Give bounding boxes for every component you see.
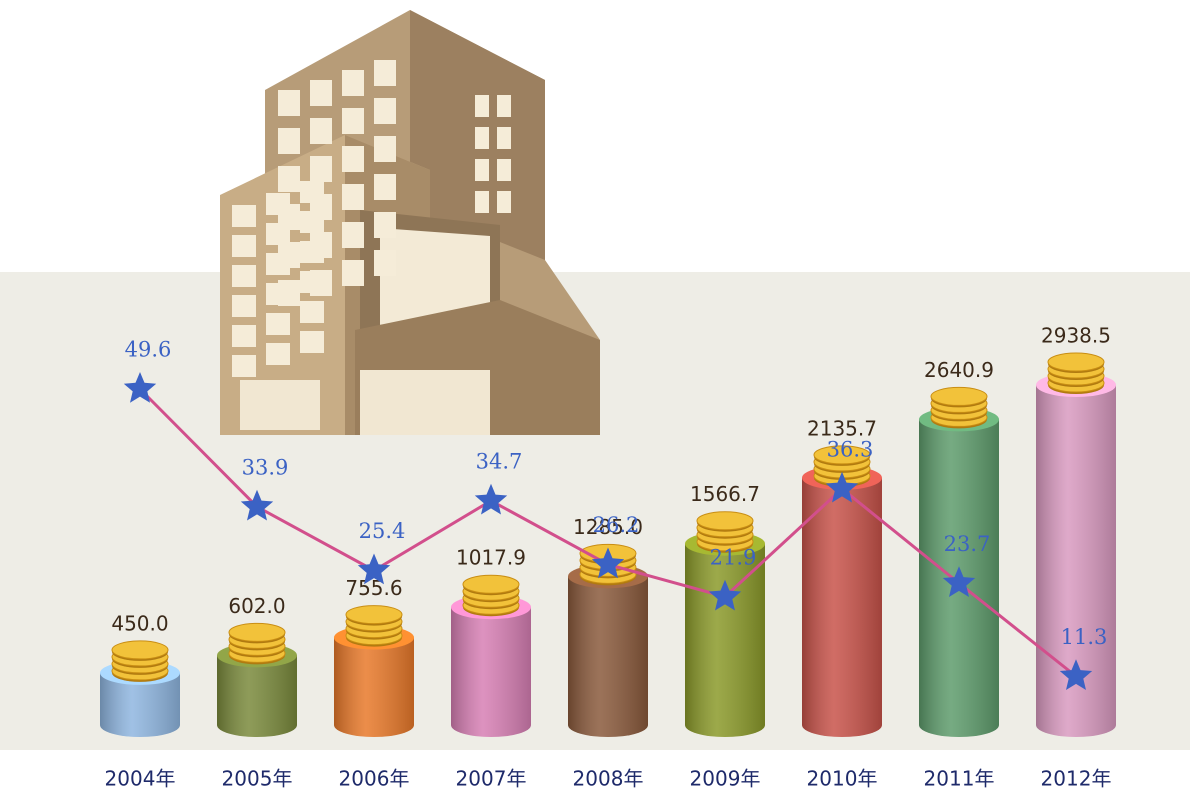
window xyxy=(266,253,290,275)
window xyxy=(300,301,324,323)
window xyxy=(310,80,332,106)
window xyxy=(374,136,396,162)
window xyxy=(310,118,332,144)
window xyxy=(497,159,511,181)
window xyxy=(475,159,489,181)
window xyxy=(232,355,256,377)
window xyxy=(266,283,290,305)
window xyxy=(232,265,256,287)
window xyxy=(342,108,364,134)
window xyxy=(300,331,324,353)
coin xyxy=(697,512,753,530)
window xyxy=(232,325,256,347)
value-label: 755.6 xyxy=(345,576,402,600)
window xyxy=(310,156,332,182)
bar-shade xyxy=(451,607,531,737)
value-label: 1017.9 xyxy=(456,546,526,570)
window xyxy=(342,260,364,286)
window xyxy=(374,212,396,238)
bar-shade xyxy=(568,576,648,737)
x-tick-label: 2007年 xyxy=(456,767,527,791)
x-tick-label: 2009年 xyxy=(690,767,761,791)
line-value-label: 33.9 xyxy=(242,455,289,479)
coin xyxy=(346,606,402,624)
value-label: 1566.7 xyxy=(690,482,760,506)
x-tick-label: 2011年 xyxy=(924,767,995,791)
window xyxy=(374,174,396,200)
bar-shade xyxy=(1036,385,1116,737)
window xyxy=(374,250,396,276)
window xyxy=(232,235,256,257)
bar-shade xyxy=(802,478,882,737)
window xyxy=(342,184,364,210)
window xyxy=(342,146,364,172)
value-label: 602.0 xyxy=(228,594,285,618)
bar-shade xyxy=(334,638,414,737)
window xyxy=(475,95,489,117)
line-value-label: 21.9 xyxy=(710,545,757,569)
window xyxy=(232,205,256,227)
line-value-label: 11.3 xyxy=(1061,625,1108,649)
window xyxy=(278,90,300,116)
value-label: 2640.9 xyxy=(924,358,994,382)
x-tick-label: 2010年 xyxy=(807,767,878,791)
coin xyxy=(931,387,987,405)
window xyxy=(342,222,364,248)
window xyxy=(342,70,364,96)
cylinder xyxy=(451,575,531,737)
bar-shade xyxy=(217,655,297,737)
window xyxy=(300,211,324,233)
window xyxy=(300,271,324,293)
coin xyxy=(229,623,285,641)
window xyxy=(497,127,511,149)
line-value-label: 23.7 xyxy=(944,532,991,556)
line-value-label: 36.3 xyxy=(827,437,874,461)
window xyxy=(475,191,489,213)
cylinder xyxy=(217,623,297,737)
window xyxy=(374,60,396,86)
window xyxy=(232,295,256,317)
window xyxy=(300,181,324,203)
window xyxy=(266,313,290,335)
x-tick-label: 2005年 xyxy=(222,767,293,791)
window xyxy=(278,166,300,192)
line-value-label: 49.6 xyxy=(125,338,172,362)
window xyxy=(374,98,396,124)
cylinder xyxy=(100,641,180,737)
window xyxy=(475,127,489,149)
coin xyxy=(463,575,519,593)
window xyxy=(497,191,511,213)
x-tick-label: 2004年 xyxy=(105,767,176,791)
chart: 2004年 450.0 2005年 602.0 2006年 755.6 2007年 1017.… xyxy=(0,0,1190,796)
x-tick-label: 2012年 xyxy=(1041,767,1112,791)
line-value-label: 34.7 xyxy=(476,449,523,473)
window xyxy=(266,343,290,365)
x-tick-label: 2006年 xyxy=(339,767,410,791)
value-label: 2938.5 xyxy=(1041,324,1111,348)
window xyxy=(266,193,290,215)
line-value-label: 25.4 xyxy=(359,519,406,543)
building-illustration xyxy=(220,10,600,435)
value-label: 450.0 xyxy=(111,611,168,635)
coin xyxy=(112,641,168,659)
x-tick-label: 2008年 xyxy=(573,767,644,791)
coin xyxy=(1048,353,1104,371)
line-value-label: 26.2 xyxy=(593,513,640,537)
window xyxy=(497,95,511,117)
window xyxy=(278,128,300,154)
window xyxy=(300,241,324,263)
window xyxy=(266,223,290,245)
